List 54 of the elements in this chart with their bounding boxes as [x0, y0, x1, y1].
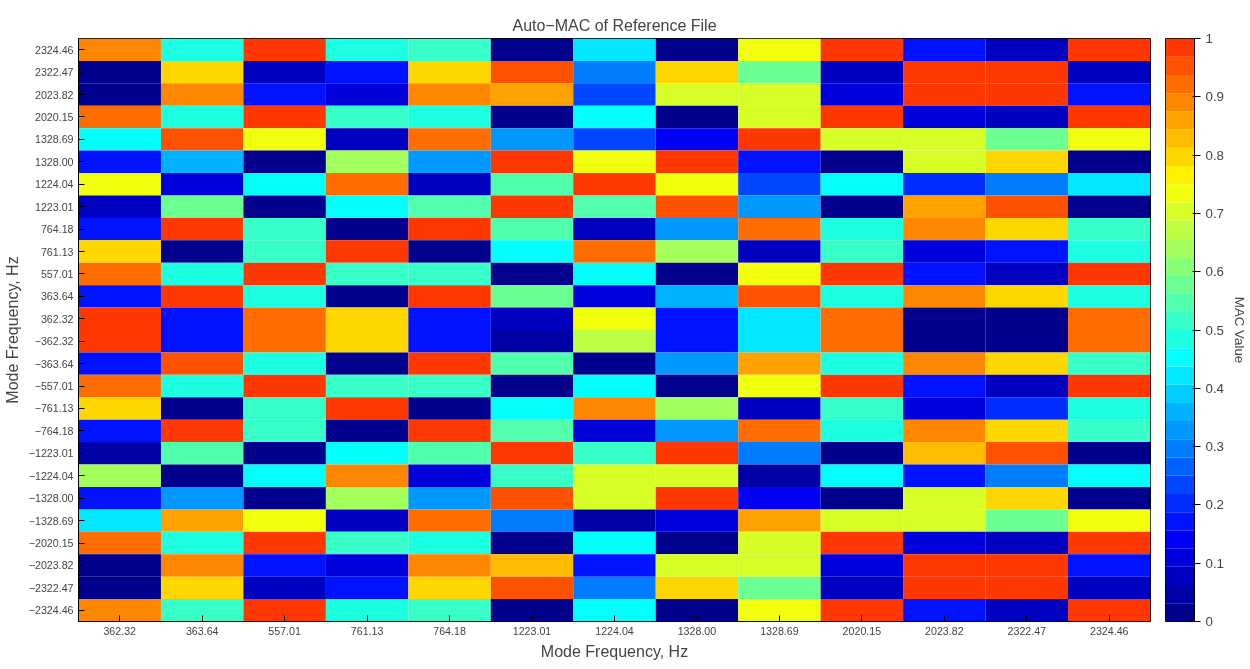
x-tick-label: 2020.15: [842, 624, 882, 637]
color-bar-label: 0.3: [1205, 439, 1225, 455]
x-tick-label: 363.64: [185, 624, 219, 637]
y-tick-label: −761.13: [34, 402, 74, 415]
x-tick-label: 2324.46: [1090, 624, 1129, 637]
y-tick-label: −2322.47: [28, 581, 74, 594]
x-tick-label: 1328.69: [760, 624, 799, 637]
color-bar-label: 0.4: [1205, 380, 1225, 396]
y-tick-label: 764.18: [40, 223, 74, 236]
y-axis-title: Mode Frequency, Hz: [3, 256, 21, 404]
color-bar-label: 0.7: [1205, 205, 1225, 221]
y-tick-label: −2324.46: [28, 604, 74, 617]
y-tick-label: 2324.46: [34, 43, 74, 56]
y-tick-label: 1328.69: [34, 133, 74, 146]
y-tick-label: −557.01: [34, 380, 74, 393]
y-tick-label: −1328.69: [28, 514, 74, 527]
x-tick-label: 362.32: [103, 624, 137, 637]
color-bar-label: 0: [1205, 614, 1213, 629]
color-bar-label: 0.2: [1205, 497, 1225, 513]
y-tick-label: 557.01: [40, 267, 74, 280]
x-tick-label: 761.13: [350, 624, 384, 637]
color-bar-label: 1: [1205, 31, 1213, 46]
color-bar-label: 0.9: [1205, 89, 1225, 105]
color-bar-label: 0.8: [1205, 147, 1225, 163]
y-tick-label: −764.18: [34, 424, 74, 437]
x-tick-label: 557.01: [268, 624, 302, 637]
y-tick-label: −363.64: [34, 357, 74, 370]
y-tick-label: 2023.82: [34, 88, 74, 101]
y-tick-label: −1223.01: [28, 447, 74, 460]
y-tick-label: −362.32: [34, 335, 74, 348]
x-tick-label: 764.18: [433, 624, 466, 637]
x-axis-title: Mode Frequency, Hz: [540, 642, 689, 660]
x-tick-label: 1328.00: [677, 624, 717, 637]
color-bar-label: 0.5: [1205, 322, 1225, 338]
y-tick-label: 1224.04: [34, 178, 74, 191]
x-tick-label: 1223.01: [512, 624, 552, 637]
y-tick-label: 362.32: [40, 312, 74, 325]
x-tick-label: 2023.82: [925, 624, 964, 637]
y-tick-label: 1223.01: [34, 200, 74, 213]
x-tick-label: 2322.47: [1007, 624, 1047, 637]
chart-title: Auto−MAC of Reference File: [512, 16, 717, 34]
y-tick-label: 2020.15: [34, 110, 74, 123]
y-tick-label: −2020.15: [28, 537, 74, 550]
y-tick-label: 363.64: [40, 290, 74, 303]
y-tick-label: 761.13: [40, 245, 74, 258]
y-tick-label: −1224.04: [28, 469, 74, 482]
color-bar-label: 0.1: [1205, 555, 1225, 571]
color-bar-title: MAC Value: [1232, 296, 1248, 364]
y-tick-label: −2023.82: [28, 559, 74, 572]
color-bar-label: 0.6: [1205, 264, 1225, 280]
x-tick-label: 1224.04: [595, 624, 634, 637]
y-tick-label: 2322.47: [34, 66, 74, 79]
y-tick-label: −1328.00: [28, 492, 74, 505]
y-tick-label: 1328.00: [34, 155, 74, 168]
